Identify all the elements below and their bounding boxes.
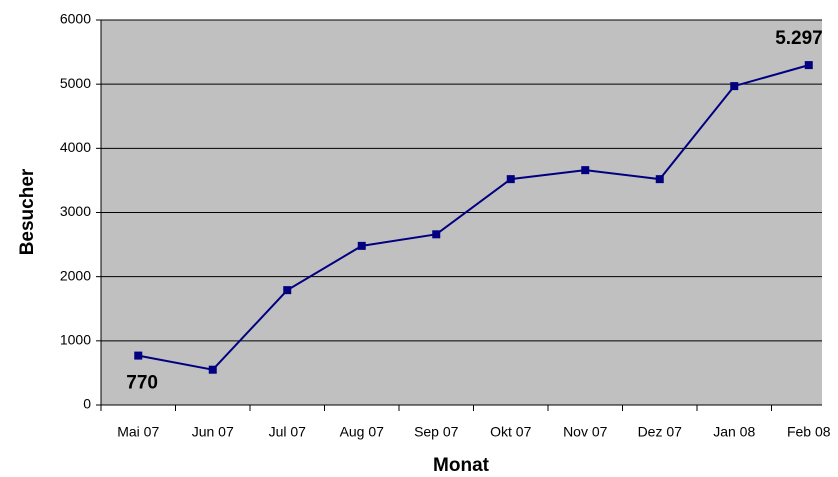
x-tick-label: Jun 07 xyxy=(192,424,234,440)
marker xyxy=(357,241,366,250)
series-line xyxy=(138,64,810,371)
x-axis-label: Monat xyxy=(433,455,490,476)
x-tick-label: Jul 07 xyxy=(269,424,307,440)
marker xyxy=(804,61,813,70)
y-tick-label: 0 xyxy=(83,396,91,412)
marker xyxy=(208,365,217,374)
y-tick-label: 1000 xyxy=(60,332,91,348)
marker xyxy=(506,175,515,184)
y-axis-label: Besucher xyxy=(17,168,38,255)
x-tick-label: Mai 07 xyxy=(117,424,159,440)
y-tick-label: 4000 xyxy=(60,139,91,155)
y-tick-label: 2000 xyxy=(60,267,91,283)
marker xyxy=(432,230,441,239)
marker xyxy=(581,166,590,175)
x-tick-label: Okt 07 xyxy=(490,424,531,440)
x-tick-label: Sep 07 xyxy=(414,424,459,440)
x-tick-label: Jan 08 xyxy=(713,424,755,440)
x-tick-label: Nov 07 xyxy=(563,424,608,440)
y-tick-label: 3000 xyxy=(60,203,91,219)
y-tick-label: 6000 xyxy=(60,11,91,27)
marker xyxy=(655,175,664,184)
marker xyxy=(134,351,143,360)
data-label: 770 xyxy=(126,373,158,394)
data-label: 5.297 xyxy=(775,28,823,49)
x-tick-label: Feb 08 xyxy=(787,424,831,440)
x-tick-label: Dez 07 xyxy=(638,424,683,440)
y-tick-label: 5000 xyxy=(60,75,91,91)
marker xyxy=(730,82,739,91)
marker xyxy=(283,286,292,295)
x-tick-label: Aug 07 xyxy=(340,424,385,440)
